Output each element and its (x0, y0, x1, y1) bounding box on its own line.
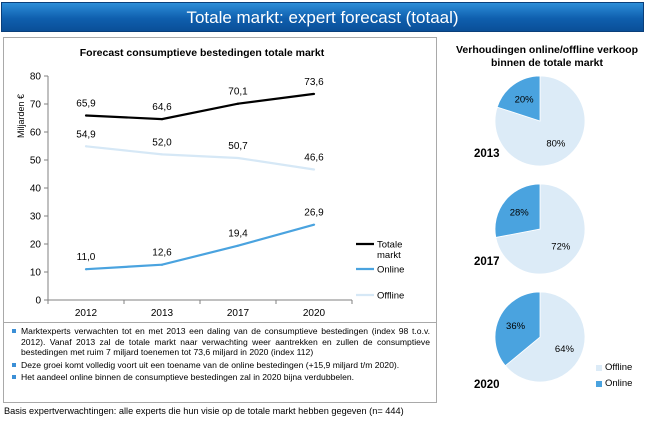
data-point (160, 153, 164, 156)
data-point (236, 102, 240, 105)
legend-label: Online (377, 265, 404, 276)
x-tick-label: 2017 (227, 308, 250, 319)
pie-year-label: 2020 (474, 379, 500, 391)
data-point (160, 118, 164, 121)
pie-2013-svg: 20% 80% (494, 75, 586, 167)
data-label: 46,6 (304, 153, 324, 164)
bullet-item: Deze groei komt volledig voort uit een t… (12, 360, 430, 371)
footnote: Basis expertverwachtingen: alle experts … (4, 406, 404, 416)
bullet-item: Het aandeel online binnen de consumptiev… (12, 372, 430, 383)
data-label: 52,0 (152, 137, 172, 148)
pie-2017-svg: 28% 72% (494, 183, 586, 275)
line-chart: Forecast consumptieve bestedingen totale… (16, 47, 404, 319)
y-tick-label: 80 (30, 72, 42, 83)
x-tick-label: 2020 (303, 308, 326, 319)
legend-item-online: Online (596, 378, 632, 394)
y-tick-label: 20 (30, 240, 42, 251)
bullet-item: Marktexperts verwachten tot en met 2013 … (12, 326, 430, 358)
pie-label-offline: 80% (546, 138, 566, 149)
series-line-offline (85, 145, 315, 171)
legend-label: markt (377, 250, 401, 261)
data-label: 26,9 (304, 208, 324, 219)
data-point (312, 92, 316, 96)
bullet-text: Deze groei komt volledig voort uit een t… (21, 359, 400, 370)
series-line-online (85, 223, 315, 271)
pie-year-label: 2017 (474, 256, 500, 268)
y-tick-label: 70 (30, 100, 42, 111)
data-point (312, 168, 316, 171)
data-point (236, 244, 240, 247)
bullet-list: Marktexperts verwachten tot en met 2013 … (3, 323, 437, 403)
y-tick-label: 10 (30, 268, 42, 279)
pie-legend: Offline Online (596, 362, 632, 394)
pie-slice-online (494, 291, 541, 367)
legend-label: Totale (377, 240, 402, 251)
data-label: 65,9 (76, 98, 96, 109)
bullet-text: Marktexperts verwachten tot en met 2013 … (21, 326, 430, 358)
x-tick-label: 2013 (151, 308, 174, 319)
line-chart-title: Forecast consumptieve bestedingen totale… (80, 47, 325, 59)
pie-slice-online (494, 183, 541, 238)
legend-swatch-online (596, 381, 602, 387)
data-label: 50,7 (228, 141, 248, 152)
pie-slice-offline (504, 291, 586, 383)
legend-item-offline: Offline (596, 362, 632, 378)
bullet-text: Het aandeel online binnen de consumptiev… (21, 372, 355, 383)
x-tick-label: 2012 (75, 308, 98, 319)
pie-2020: 36% 64% (470, 290, 646, 400)
pie-label-offline: 64% (555, 344, 575, 355)
bullet-marker (12, 329, 16, 333)
data-label: 73,6 (304, 77, 324, 88)
series-line-totale-markt (85, 92, 315, 121)
legend-label: Offline (377, 291, 404, 302)
pie-chart-title: Verhoudingen online/offline verkoop binn… (455, 44, 638, 69)
pie-label-online: 28% (510, 207, 530, 218)
legend-swatch-offline (596, 365, 602, 371)
bullet-marker (12, 362, 16, 367)
data-label: 70,1 (228, 87, 248, 98)
line-chart-panel: Forecast consumptieve bestedingen totale… (3, 37, 437, 323)
data-label: 11,0 (77, 252, 96, 263)
pie-label-offline: 72% (551, 242, 571, 253)
pie-label-online: 20% (515, 95, 535, 106)
y-tick-label: 60 (30, 128, 42, 139)
legend-label-online: Online (605, 378, 633, 389)
data-label: 12,6 (152, 248, 172, 259)
data-point (84, 114, 88, 117)
banner-title: Totale markt: expert forecast (totaal) (1, 2, 644, 32)
data-point (160, 263, 164, 266)
pie-2013: 20% 80% (470, 74, 646, 184)
pie-slice-online (496, 75, 541, 122)
legend-label-offline: Offline (605, 362, 633, 373)
data-point (312, 223, 316, 226)
pie-2017: 28% 72% (470, 182, 646, 292)
pie-year-label: 2013 (474, 148, 500, 160)
pie-label-online: 36% (506, 321, 526, 332)
pie-2020-svg: 36% 64% (494, 291, 586, 383)
y-axis-label: Miljarden € (16, 94, 26, 138)
y-tick-label: 50 (30, 156, 42, 167)
data-label: 64,6 (152, 102, 172, 113)
data-label: 54,9 (76, 129, 96, 140)
y-tick-label: 40 (30, 184, 42, 195)
y-tick-label: 0 (35, 296, 41, 307)
data-point (236, 156, 240, 160)
y-tick-label: 30 (30, 212, 42, 223)
data-point (84, 145, 88, 148)
data-label: 19,4 (228, 229, 248, 240)
data-point (84, 268, 88, 271)
bullet-marker (12, 375, 16, 380)
